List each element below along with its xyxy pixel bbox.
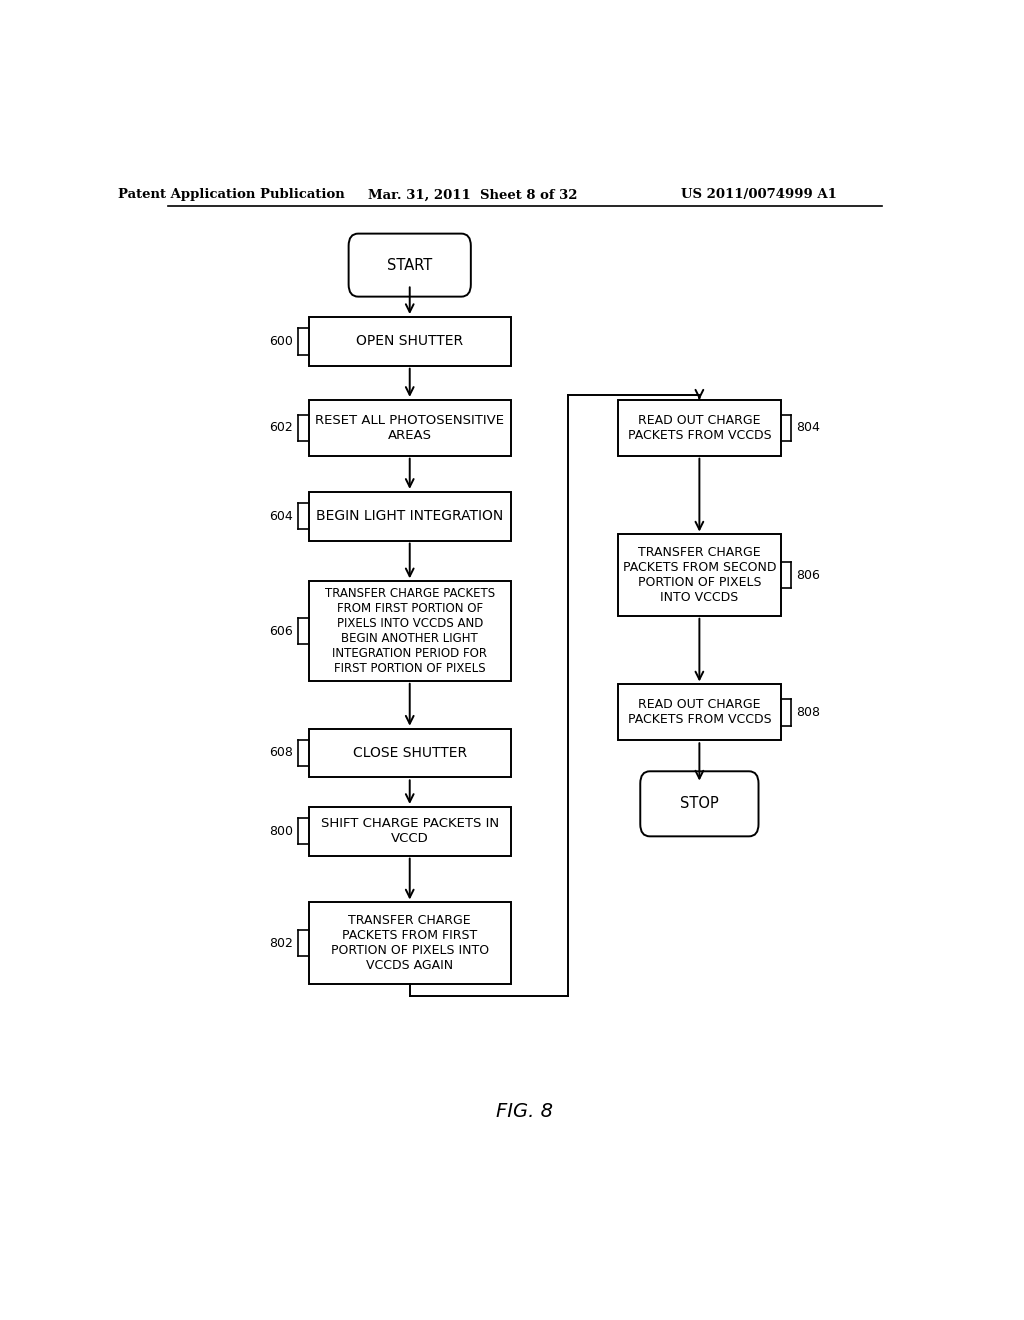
Bar (618, 400, 780, 455)
Text: 802: 802 (268, 937, 293, 949)
Text: 806: 806 (797, 569, 820, 582)
Text: SHIFT CHARGE PACKETS IN
VCCD: SHIFT CHARGE PACKETS IN VCCD (321, 817, 499, 845)
Text: STOP: STOP (680, 796, 719, 812)
Text: 606: 606 (269, 624, 293, 638)
Text: TRANSFER CHARGE
PACKETS FROM FIRST
PORTION OF PIXELS INTO
VCCDS AGAIN: TRANSFER CHARGE PACKETS FROM FIRST PORTI… (331, 913, 488, 972)
Text: 604: 604 (269, 510, 293, 523)
Text: US 2011/0074999 A1: US 2011/0074999 A1 (681, 189, 837, 202)
Text: 602: 602 (269, 421, 293, 434)
Bar (308, 729, 511, 777)
Text: READ OUT CHARGE
PACKETS FROM VCCDS: READ OUT CHARGE PACKETS FROM VCCDS (628, 698, 771, 726)
Text: READ OUT CHARGE
PACKETS FROM VCCDS: READ OUT CHARGE PACKETS FROM VCCDS (628, 413, 771, 442)
Text: TRANSFER CHARGE PACKETS
FROM FIRST PORTION OF
PIXELS INTO VCCDS AND
BEGIN ANOTHE: TRANSFER CHARGE PACKETS FROM FIRST PORTI… (325, 587, 495, 675)
Text: 600: 600 (268, 335, 293, 348)
Text: 608: 608 (268, 747, 293, 759)
Text: RESET ALL PHOTOSENSITIVE
AREAS: RESET ALL PHOTOSENSITIVE AREAS (315, 413, 504, 442)
Text: Patent Application Publication: Patent Application Publication (118, 189, 344, 202)
Text: START: START (387, 257, 432, 273)
Text: 804: 804 (797, 421, 820, 434)
Text: CLOSE SHUTTER: CLOSE SHUTTER (352, 746, 467, 760)
Bar (618, 535, 780, 616)
FancyBboxPatch shape (348, 234, 471, 297)
Text: 808: 808 (797, 706, 820, 719)
FancyBboxPatch shape (640, 771, 759, 837)
Bar (308, 581, 511, 681)
Text: 800: 800 (268, 825, 293, 838)
Text: FIG. 8: FIG. 8 (497, 1102, 553, 1121)
Bar (618, 684, 780, 741)
Bar (308, 400, 511, 455)
Bar (308, 807, 511, 855)
Bar (308, 317, 511, 366)
Bar (308, 492, 511, 541)
Text: BEGIN LIGHT INTEGRATION: BEGIN LIGHT INTEGRATION (316, 510, 504, 523)
Text: TRANSFER CHARGE
PACKETS FROM SECOND
PORTION OF PIXELS
INTO VCCDS: TRANSFER CHARGE PACKETS FROM SECOND PORT… (623, 546, 776, 605)
Text: OPEN SHUTTER: OPEN SHUTTER (356, 334, 463, 348)
Text: Mar. 31, 2011  Sheet 8 of 32: Mar. 31, 2011 Sheet 8 of 32 (369, 189, 578, 202)
Bar (308, 903, 511, 983)
